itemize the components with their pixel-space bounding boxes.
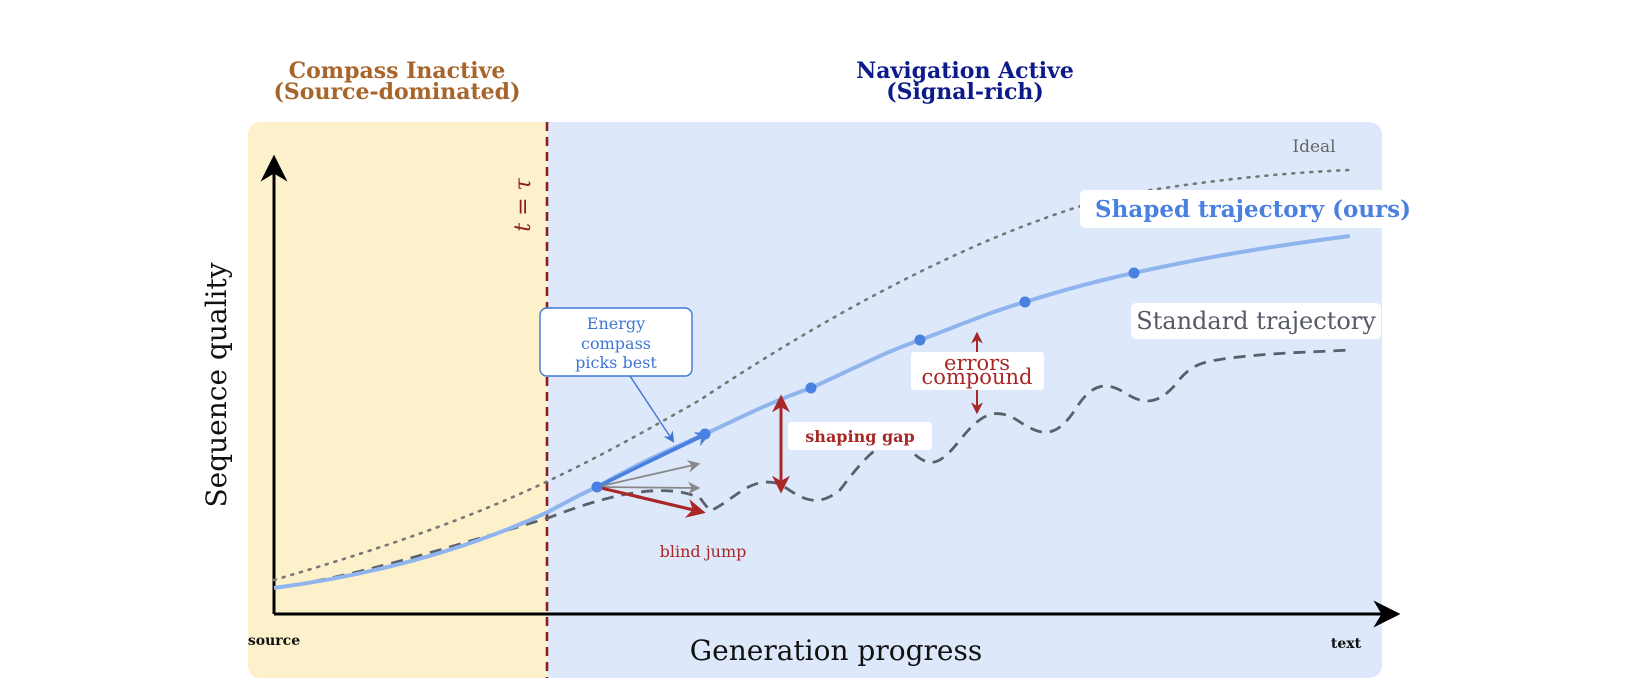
standard-curve: [273, 348, 1351, 590]
x-start-label: source: [248, 633, 300, 649]
shaped-label-box: [1080, 190, 1424, 228]
inactive-title-line2: (Source-dominated): [274, 79, 521, 105]
ideal-curve: [272, 168, 1352, 582]
active-title-line1: Navigation Active: [856, 58, 1074, 84]
inactive-region: [248, 122, 548, 678]
threshold-label: t = τ: [511, 177, 536, 231]
shaped-marker-6: [1128, 267, 1140, 279]
errors-compound-line2: compound: [922, 365, 1033, 389]
errors-compound-line1: errors: [944, 351, 1010, 375]
candidate-arrow-gray-1: [596, 460, 701, 488]
ideal-label: Ideal: [1292, 137, 1335, 157]
standard-label: Standard trajectory: [1136, 307, 1376, 335]
shaping-gap-box: [788, 422, 932, 450]
inactive-title-line1: Compass Inactive: [289, 58, 506, 84]
blind-jump-label: blind jump: [660, 542, 747, 561]
energy-compass-box: [539, 307, 693, 377]
energy-compass-line2: compass: [581, 334, 651, 353]
shaped-marker-3: [805, 382, 817, 394]
shaping-gap-label: shaping gap: [805, 427, 914, 446]
active-title-line2: (Signal-rich): [886, 79, 1044, 105]
x-axis-label: Generation progress: [690, 634, 982, 667]
shaped-marker-5: [1019, 296, 1031, 308]
shaped-marker-1: [591, 481, 603, 493]
energy-compass-line1: Energy: [587, 314, 645, 333]
candidate-arrow-best: [596, 432, 711, 488]
active-region: [548, 122, 1382, 678]
standard-label-box: [1131, 303, 1381, 339]
shaped-label: Shaped trajectory (ours): [1095, 196, 1411, 223]
x-end-label: text: [1331, 636, 1362, 652]
shaped-marker-2: [699, 428, 711, 440]
shaped-marker-4: [914, 334, 926, 346]
blind-jump-arrow: [596, 485, 706, 518]
errors-compound-box: [911, 352, 1044, 390]
energy-compass-pointer: [629, 375, 675, 443]
candidate-arrow-gray-2: [596, 481, 701, 495]
energy-compass-line3: picks best: [575, 353, 657, 372]
y-axis-label: Sequence quality: [200, 262, 233, 507]
